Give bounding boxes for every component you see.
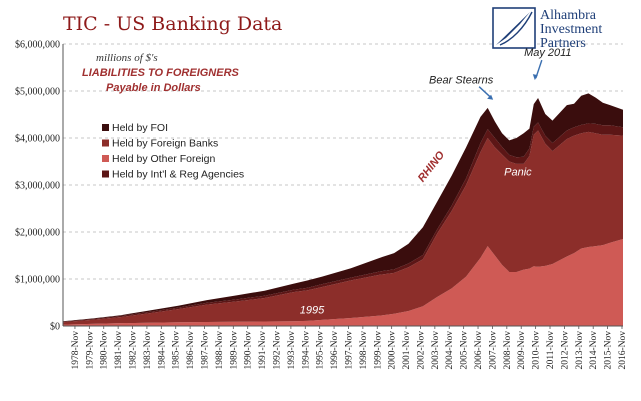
chart-title: TIC - US Banking Data [63,13,282,35]
stacked-areas [63,93,623,326]
y-tick-label: $2,000,000 [15,228,60,239]
annotation-1995: 1995 [300,304,325,316]
legend-entry: Held by FOI [112,122,168,134]
y-tick-label: $4,000,000 [15,134,60,145]
x-tick-label: 1991-Nov [258,331,268,370]
subtitle-payable: Payable in Dollars [106,82,201,94]
x-tick-label: 1993-Nov [287,331,297,370]
x-tick-label: 1997-Nov [344,331,354,370]
x-tick-label: 1999-Nov [373,331,383,370]
x-tick-label: 1994-Nov [301,331,311,370]
annotation-panic: Panic [504,167,532,179]
x-tick-label: 1980-Nov [100,331,110,370]
area-held-by-other-foreign [63,239,623,326]
x-tick-label: 1990-Nov [244,331,254,370]
arrowhead-may-2011 [532,74,538,81]
x-tick-label: 1989-Nov [229,331,239,370]
x-tick-label: 2003-Nov [431,331,441,370]
y-tick-label: $3,000,000 [15,181,60,192]
x-tick-label: 1981-Nov [114,331,124,370]
legend-swatch [102,170,109,178]
legend-swatch [102,124,109,131]
x-tick-label: 2001-Nov [402,331,412,370]
annotation-rhino: RHINO [416,149,448,185]
y-tick-label: $0 [50,322,60,333]
x-tick-label: 1988-Nov [215,331,225,370]
x-tick-label: 1982-Nov [129,331,139,370]
x-tick-label: 2007-Nov [488,331,498,370]
brand-line-1: Alhambra [540,8,597,23]
logo-curve-icon [499,11,533,46]
legend-swatch [102,155,109,162]
x-tick-label: 2004-Nov [445,331,455,370]
legend-entry: Held by Other Foreign [112,153,215,165]
annotation-may-2011: May 2011 [524,47,572,59]
x-tick-label: 1986-Nov [186,331,196,370]
x-tick-label: 1987-Nov [201,331,211,370]
legend-swatch [102,139,109,147]
arrowhead-bear-stearns [487,94,494,100]
y-tick-label: $1,000,000 [15,275,60,286]
x-tick-label: 2009-Nov [517,331,527,370]
brand-line-2: Investment [540,22,602,37]
x-tick-label: 1984-Nov [157,331,167,370]
x-tick-label: 2005-Nov [460,331,470,370]
area-held-by-foi [63,93,623,322]
x-tick-label: 2006-Nov [474,331,484,370]
x-tick-label: 1979-Nov [85,331,95,370]
x-tick-label: 1985-Nov [172,331,182,370]
logo-mark-icon [496,12,530,45]
y-tick-labels: $0 $1,000,000 $2,000,000 $3,000,000 $4,000,0… [15,40,60,333]
legend-entry: Held by Int'l & Reg Agencies [112,169,244,181]
x-tick-label: 1978-Nov [71,331,81,370]
x-tick-label: 1998-Nov [359,331,369,370]
x-tick-label: 2015-Nov [604,331,614,370]
y-tick-label: $5,000,000 [15,87,60,98]
area-held-by-foreign-banks [63,130,623,325]
y-tick-label: $6,000,000 [15,40,60,51]
x-tick-label: 1992-Nov [272,331,282,370]
legend-entry: Held by Foreign Banks [112,138,218,150]
brand-logo: Alhambra Investment Partners [492,7,602,51]
x-tick-labels: 1978-Nov 1979-Nov 1980-Nov 1981-Nov 1982-Nov… [71,326,628,370]
x-tick-label: 1996-Nov [330,331,340,370]
x-tick-label: 2008-Nov [503,331,513,370]
x-tick-label: 2012-Nov [560,331,570,370]
legend: Held by FOI Held by Foreign Banks Held by … [102,122,244,181]
x-tick-label: 2013-Nov [575,331,585,370]
x-tick-label: 1983-Nov [143,331,153,370]
x-tick-label: 2002-Nov [416,331,426,370]
x-tick-label: 2016-Nov [618,331,628,370]
brand-line-3: Partners [540,36,586,51]
subtitle-liabilities: LIABILITIES TO FOREIGNERS [82,67,240,79]
axes [62,44,623,327]
x-tick-label: 2000-Nov [388,331,398,370]
x-tick-label: 2011-Nov [546,331,556,369]
x-tick-label: 1995-Nov [316,331,326,370]
x-tick-label: 2014-Nov [589,331,599,370]
annotation-bear-stearns: Bear Stearns [429,75,494,87]
subtitle-units: millions of $'s [96,52,158,64]
x-tick-label: 2010-Nov [532,331,542,370]
